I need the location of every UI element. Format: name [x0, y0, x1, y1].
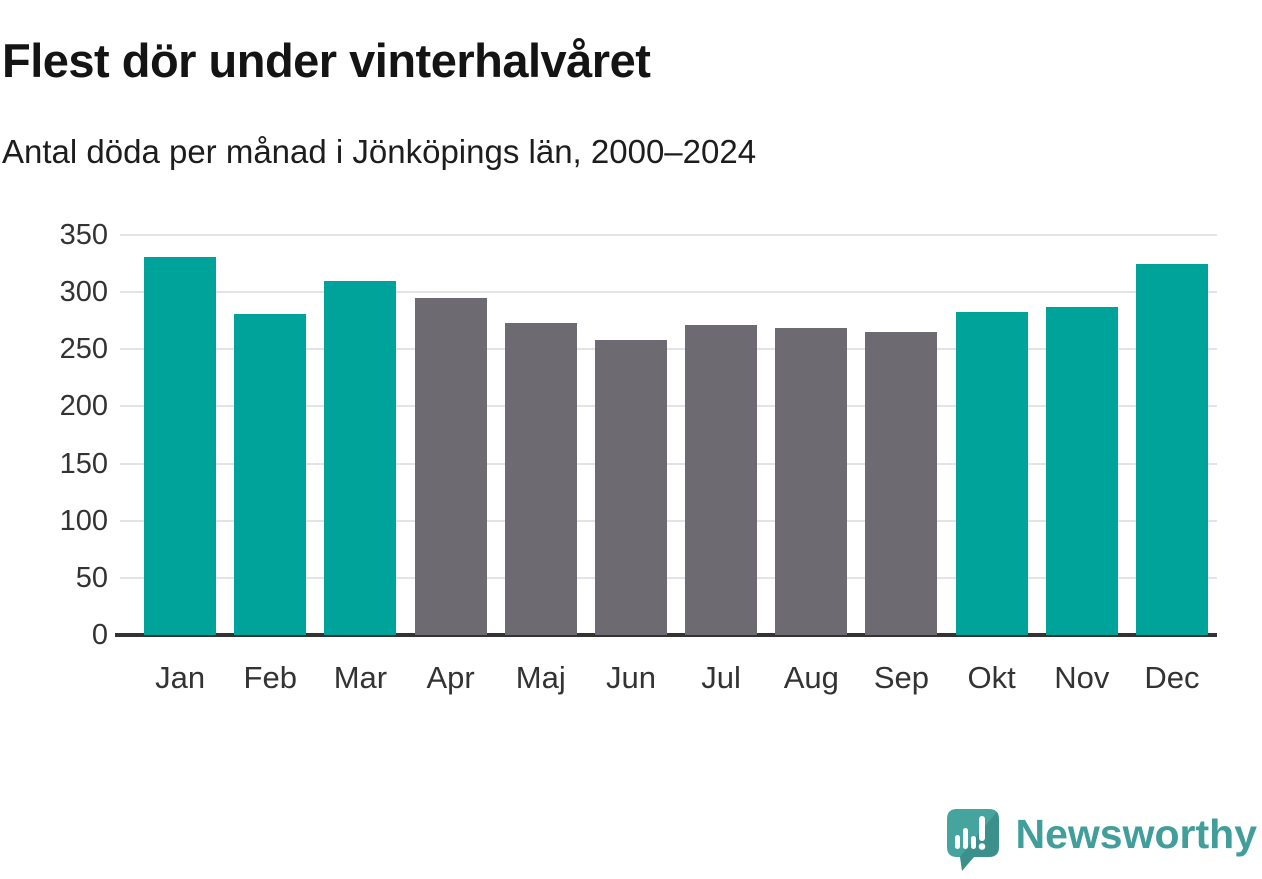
bar-aug — [775, 327, 848, 635]
gridline — [120, 405, 1217, 408]
gridline — [120, 291, 1217, 294]
x-axis-tick-label: Mar — [333, 660, 388, 695]
bar-slot — [315, 280, 405, 635]
bar-sep — [865, 332, 938, 635]
x-axis-tick-label: Aug — [783, 660, 839, 695]
x-axis-tick-label: Feb — [243, 660, 297, 695]
bar-apr — [414, 297, 487, 635]
bar-feb — [234, 313, 307, 635]
y-axis-tick-label: 250 — [59, 333, 108, 366]
x-axis-tick-labels: Jan Feb Mar Apr Maj Jun Jul Aug Sep Okt Nov Dec — [135, 659, 1217, 697]
chart-subtitle: Antal döda per månad i Jönköpings län, 2… — [2, 133, 757, 170]
y-axis-tick-label: 300 — [59, 276, 108, 309]
x-axis-tick-label: Sep — [873, 660, 930, 695]
y-axis-tick-label: 50 — [75, 561, 108, 594]
x-axis-tick-label: Jun — [605, 660, 656, 695]
y-axis-tick-label: 200 — [59, 390, 108, 423]
gridline — [120, 576, 1217, 579]
gridline — [120, 462, 1217, 465]
bar-chart: 0 50 100 150 200 250 300 350 Jan Feb Mar Apr Maj Jun… — [59, 219, 1217, 697]
bar-dec — [1135, 263, 1208, 635]
bar-mar — [324, 280, 397, 635]
bar-maj — [504, 323, 577, 635]
gridline — [120, 348, 1217, 351]
bar-nov — [1045, 307, 1118, 635]
bar-slot — [586, 340, 676, 635]
chart-title: Flest dör under vinterhalvåret — [2, 34, 651, 88]
bar-slot — [406, 297, 496, 635]
y-axis-tick-label: 100 — [59, 504, 108, 537]
bar-slot — [856, 332, 946, 635]
bar-slot — [766, 327, 856, 635]
gridline — [120, 234, 1217, 236]
bars-layer — [135, 235, 1217, 635]
newsworthy-speech-bubble-bar-chart-icon — [946, 809, 999, 871]
x-axis-line — [115, 633, 1217, 637]
bar-slot — [676, 325, 766, 635]
y-axis-tick-label: 350 — [59, 219, 108, 251]
x-axis-tick-label: Okt — [967, 660, 1016, 695]
x-axis-tick-label: Maj — [515, 660, 566, 695]
x-axis-tick-label: Apr — [426, 660, 475, 695]
x-axis-tick-label: Dec — [1144, 660, 1200, 695]
bar-slot — [947, 311, 1037, 635]
bar-slot — [1037, 307, 1127, 635]
bar-slot — [496, 323, 586, 635]
bar-slot — [225, 313, 315, 635]
bar-jul — [685, 325, 758, 635]
y-axis-tick-label: 150 — [59, 447, 108, 480]
brand-name: Newsworthy — [1015, 810, 1258, 857]
bar-okt — [955, 311, 1028, 635]
gridline — [120, 519, 1217, 522]
bar-slot — [135, 256, 225, 635]
x-axis-tick-label: Nov — [1054, 660, 1110, 695]
x-axis-tick-label: Jan — [155, 660, 206, 695]
footer-logo: Newsworthy — [944, 803, 1258, 875]
bar-slot — [1127, 263, 1217, 635]
bar-jan — [144, 256, 217, 635]
x-axis-tick-label: Jul — [701, 660, 741, 695]
bar-jun — [594, 340, 667, 635]
y-axis-tick-label: 0 — [91, 619, 108, 651]
